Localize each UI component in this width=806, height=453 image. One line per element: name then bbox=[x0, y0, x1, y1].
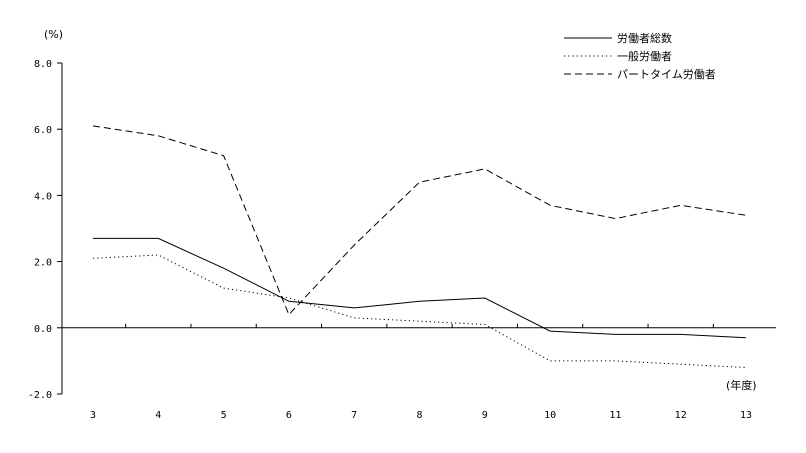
x-tick-labels: 3 4 5 6 7 8 9 10 11 12 13 bbox=[90, 410, 752, 421]
y-tick-label: 0.0 bbox=[34, 324, 52, 335]
x-tick-label: 5 bbox=[221, 410, 227, 421]
y-axis-unit-label: (%) bbox=[44, 28, 63, 41]
y-tick-label: 8.0 bbox=[34, 59, 52, 70]
x-tick-label: 10 bbox=[544, 410, 556, 421]
x-axis-unit-label: (年度) bbox=[726, 378, 757, 392]
y-tick-label: -2.0 bbox=[28, 390, 52, 401]
legend-label-1: 労働者総数 bbox=[617, 31, 672, 45]
series-lines bbox=[92, 125, 747, 368]
y-tick-label: 4.0 bbox=[34, 191, 52, 202]
series-line-3 bbox=[92, 125, 747, 316]
legend-label-2: 一般労働者 bbox=[617, 49, 672, 63]
x-tick-label: 8 bbox=[416, 410, 422, 421]
x-tick-label: 9 bbox=[482, 410, 488, 421]
x-tick-label: 11 bbox=[609, 410, 621, 421]
x-tick-label: 3 bbox=[90, 410, 96, 421]
x-tick-label: 4 bbox=[155, 410, 161, 421]
legend-label-3: パートタイム労働者 bbox=[617, 67, 716, 81]
y-tick-label: 2.0 bbox=[34, 258, 52, 269]
series-line-1 bbox=[93, 237, 747, 339]
y-tick-label: 6.0 bbox=[34, 125, 52, 136]
x-tick-label: 13 bbox=[740, 410, 752, 421]
x-tick-label: 12 bbox=[675, 410, 687, 421]
x-tick-label: 6 bbox=[286, 410, 292, 421]
series-line-2 bbox=[92, 254, 747, 368]
axes bbox=[57, 62, 776, 395]
x-tick-label: 7 bbox=[351, 410, 357, 421]
y-tick-labels: 8.0 6.0 4.0 2.0 0.0 -2.0 bbox=[28, 59, 52, 401]
